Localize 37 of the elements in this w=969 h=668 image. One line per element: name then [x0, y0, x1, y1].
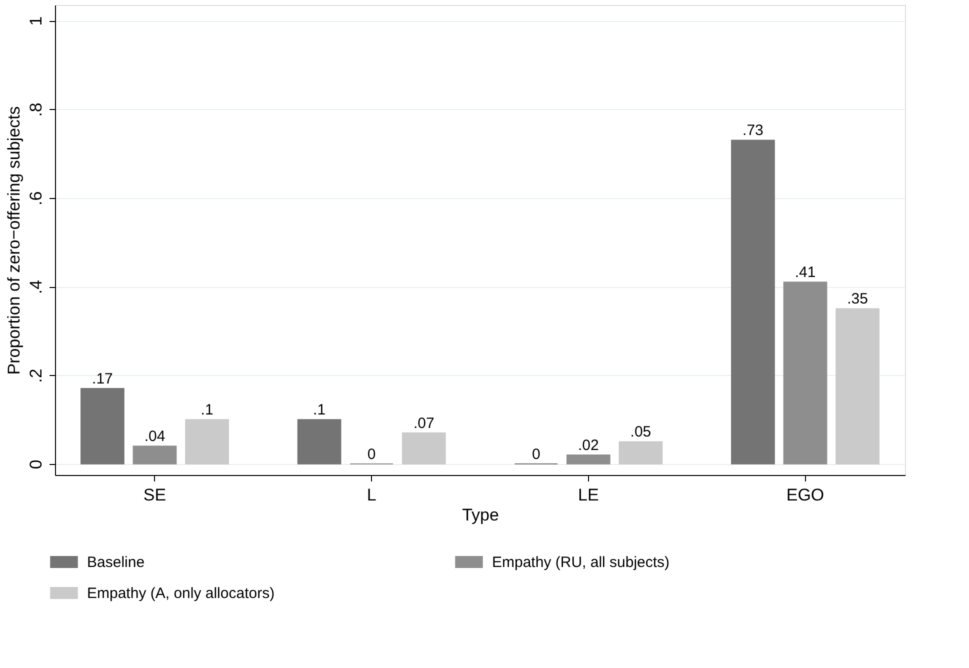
data-label: .04 [144, 428, 166, 446]
y-tick-label: .4 [26, 280, 46, 294]
y-tick-label: 0 [26, 460, 46, 470]
y-axis-title: Proportion of zero−offering subjects [4, 106, 24, 375]
y-tick-label: .2 [26, 368, 46, 383]
data-label: .07 [413, 414, 434, 432]
data-label: .02 [578, 437, 599, 454]
x-tick-label: LE [578, 486, 599, 504]
data-label: .73 [742, 122, 764, 140]
legend-label: Empathy (A, only allocators) [87, 585, 275, 602]
bar [297, 419, 342, 464]
bar [185, 419, 229, 464]
y-tick-label: 1 [26, 16, 46, 26]
y-tick-label: .6 [26, 191, 46, 206]
legend-label: Empathy (RU, all subjects) [492, 554, 670, 571]
data-label: .17 [92, 370, 113, 388]
x-axis-title: Type [462, 506, 499, 524]
data-label: 0 [532, 446, 540, 463]
x-tick-label: L [366, 486, 376, 504]
x-tick-label: EGO [786, 486, 824, 504]
bar [566, 454, 610, 464]
bar [80, 388, 124, 464]
x-tick-label: SE [143, 486, 166, 504]
bar [402, 432, 446, 464]
bar [836, 308, 880, 464]
data-label: .1 [313, 402, 326, 419]
data-label: .35 [847, 290, 868, 308]
bar [132, 446, 177, 464]
bar [783, 282, 828, 464]
data-label: 0 [367, 446, 376, 463]
legend-label: Baseline [87, 554, 145, 571]
data-label: .41 [794, 264, 816, 282]
y-tick-label: .8 [26, 102, 46, 117]
bar [618, 441, 663, 464]
data-label: .1 [200, 402, 214, 419]
bar [731, 140, 775, 464]
data-label: .05 [630, 424, 652, 441]
